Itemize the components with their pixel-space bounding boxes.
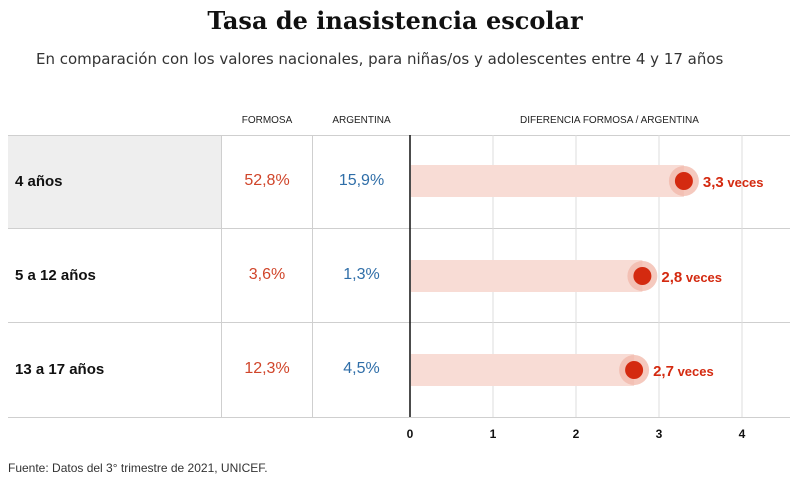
formosa-value: 3,6% [248, 266, 286, 283]
formosa-value: 12,3% [244, 360, 290, 377]
column-header-formosa: FORMOSA [241, 115, 293, 126]
ratio-dot [674, 172, 693, 190]
argentina-value: 15,9% [338, 172, 385, 189]
row-divider [8, 417, 790, 418]
x-tick-label: 3 [656, 427, 663, 441]
argentina-value: 1,3% [343, 266, 380, 283]
x-tick-label: 0 [407, 427, 414, 441]
x-tick-label: 2 [573, 427, 580, 441]
ratio-bar [411, 260, 643, 292]
chart-subtitle: En comparación con los valores nacionale… [36, 50, 724, 68]
argentina-value: 4,5% [343, 360, 380, 377]
x-tick-label: 4 [739, 427, 746, 441]
x-tick-label: 1 [490, 427, 497, 441]
ratio-bar [411, 354, 635, 386]
ratio-label: 3,3 veces [703, 174, 764, 191]
ratio-label: 2,7 veces [653, 363, 714, 380]
row-divider [8, 228, 790, 229]
ratio-dot [625, 361, 644, 379]
formosa-value: 52,8% [244, 172, 290, 189]
column-header-argentina: ARGENTINA [332, 115, 391, 126]
ratio-label: 2,8 veces [661, 269, 722, 286]
column-header-diferencia: DIFERENCIA FORMOSA / ARGENTINA [520, 115, 699, 126]
ratio-dot [633, 267, 652, 285]
column-divider [221, 135, 222, 417]
row-label-13-17: 13 a 17 años [15, 361, 105, 378]
highlighted-row-background [8, 135, 222, 228]
ratio-bar [411, 165, 684, 197]
row-label-4: 4 años [15, 173, 63, 190]
row-divider [8, 135, 790, 136]
source-note: Fuente: Datos del 3° trimestre de 2021, … [8, 461, 268, 475]
chart-title: Tasa de inasistencia escolar [207, 6, 583, 35]
column-divider [312, 135, 313, 417]
row-label-5-12: 5 a 12 años [15, 267, 96, 284]
row-divider [8, 322, 790, 323]
